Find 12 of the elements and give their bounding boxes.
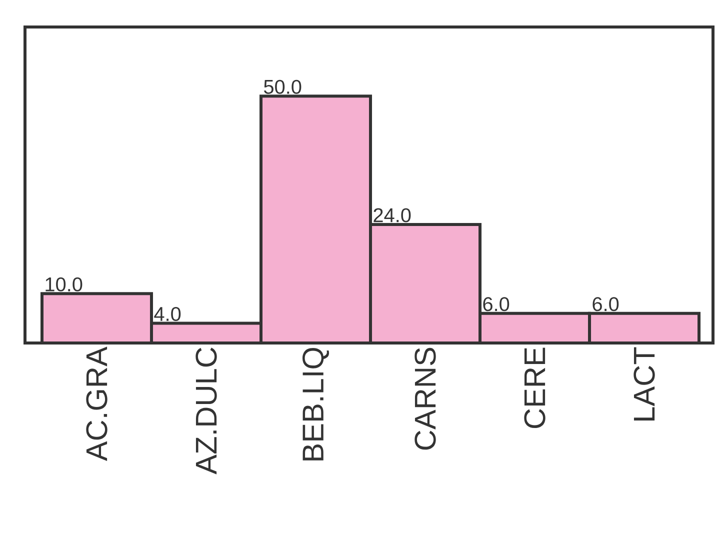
x-tick-label: BEB.LIQ <box>302 348 330 460</box>
data-label: 4.0 <box>154 306 181 322</box>
x-tick-label: CARNS <box>414 348 436 450</box>
data-label: 6.0 <box>592 297 619 312</box>
data-label: 10.0 <box>46 277 82 292</box>
x-tick-label: LACT <box>634 347 655 420</box>
x-tick-label: AZ.DULC <box>196 348 217 474</box>
data-label: 6.0 <box>483 297 510 312</box>
x-tick-label: AC.GRA <box>86 346 108 462</box>
x-tick-label: CERE <box>524 348 546 428</box>
data-label: 50.0 <box>264 80 302 94</box>
data-label: 24.0 <box>374 208 411 222</box>
